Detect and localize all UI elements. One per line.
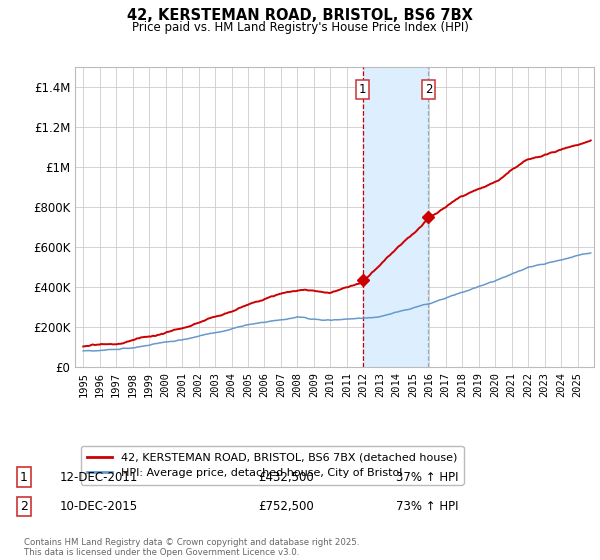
- Text: 1: 1: [20, 470, 28, 484]
- Text: 12-DEC-2011: 12-DEC-2011: [60, 470, 139, 484]
- Text: 37% ↑ HPI: 37% ↑ HPI: [396, 470, 458, 484]
- Text: £752,500: £752,500: [258, 500, 314, 514]
- Text: £432,500: £432,500: [258, 470, 314, 484]
- Bar: [362, 67, 428, 367]
- Legend: 42, KERSTEMAN ROAD, BRISTOL, BS6 7BX (detached house), HPI: Average price, detac: 42, KERSTEMAN ROAD, BRISTOL, BS6 7BX (de…: [80, 446, 464, 484]
- Text: Price paid vs. HM Land Registry's House Price Index (HPI): Price paid vs. HM Land Registry's House …: [131, 21, 469, 34]
- Text: Contains HM Land Registry data © Crown copyright and database right 2025.
This d: Contains HM Land Registry data © Crown c…: [24, 538, 359, 557]
- Text: 73% ↑ HPI: 73% ↑ HPI: [396, 500, 458, 514]
- Text: 2: 2: [425, 83, 432, 96]
- Text: 10-DEC-2015: 10-DEC-2015: [60, 500, 138, 514]
- Text: 1: 1: [359, 83, 366, 96]
- Text: 2: 2: [20, 500, 28, 514]
- Text: 42, KERSTEMAN ROAD, BRISTOL, BS6 7BX: 42, KERSTEMAN ROAD, BRISTOL, BS6 7BX: [127, 8, 473, 24]
